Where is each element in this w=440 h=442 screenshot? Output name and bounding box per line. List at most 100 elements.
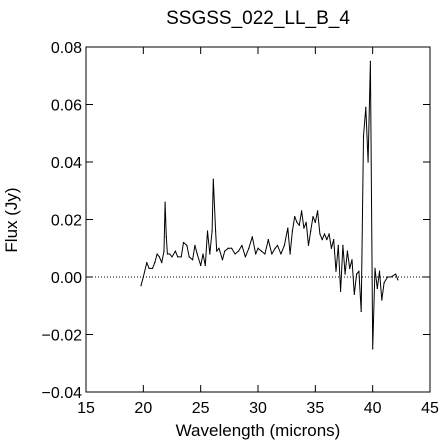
data-point (374, 267, 376, 269)
data-point (289, 253, 291, 255)
data-point (312, 216, 314, 218)
data-point (200, 264, 202, 267)
data-point (300, 210, 303, 212)
data-point (267, 239, 269, 241)
data-point (211, 230, 213, 232)
data-point (342, 244, 344, 246)
y-tick-label: 0.06 (51, 98, 82, 115)
plot-frame (85, 46, 431, 393)
data-point (351, 259, 353, 261)
data-point (360, 310, 362, 313)
data-point (344, 273, 346, 275)
data-point (335, 270, 337, 272)
y-tick-label: −0.02 (42, 328, 83, 345)
data-point (328, 233, 330, 235)
data-point (276, 244, 279, 246)
x-axis-title: Wavelength (microns) (176, 421, 341, 440)
data-point (166, 253, 169, 255)
data-point (323, 233, 326, 235)
x-tick-label: 45 (421, 400, 439, 417)
data-point (365, 106, 367, 108)
data-point (378, 270, 381, 272)
data-point (260, 250, 263, 252)
data-point (237, 250, 240, 252)
data-point (206, 230, 209, 232)
data-point (358, 270, 360, 272)
data-point (188, 256, 190, 258)
data-point (218, 247, 220, 249)
data-point (317, 210, 319, 212)
data-point (142, 276, 144, 278)
x-tick-label: 15 (77, 400, 95, 417)
data-point (339, 290, 342, 292)
data-point (314, 221, 316, 223)
y-axis-title: Flux (Jy) (2, 187, 21, 252)
data-point (186, 244, 188, 246)
y-tick-label: −0.04 (42, 385, 83, 402)
data-point (257, 247, 259, 249)
data-point (274, 247, 276, 249)
data-point (271, 253, 273, 255)
data-point (291, 230, 293, 232)
data-point (146, 262, 148, 264)
data-point (171, 256, 173, 258)
data-point (154, 262, 156, 264)
data-point (264, 253, 266, 255)
data-point (212, 178, 214, 180)
data-point (216, 250, 218, 252)
data-point (194, 244, 196, 246)
data-point (214, 230, 217, 232)
data-point (296, 221, 298, 223)
data-point (192, 259, 194, 261)
data-point (174, 250, 177, 252)
data-point (369, 60, 371, 62)
data-point (326, 239, 328, 241)
y-tick-label: 0.00 (51, 270, 82, 287)
data-point (298, 224, 300, 226)
data-point (330, 247, 332, 249)
data-point (305, 221, 307, 223)
chart-title: SSGSS_022_LL_B_4 (166, 8, 350, 29)
data-point (224, 250, 226, 252)
data-point (251, 236, 253, 238)
data-point (367, 161, 369, 163)
data-point (180, 256, 182, 258)
data-point (177, 256, 179, 258)
x-tick-label: 35 (306, 400, 324, 417)
data-point (395, 273, 397, 275)
data-point (353, 293, 355, 295)
data-point (231, 247, 233, 249)
data-point (362, 135, 365, 137)
data-point (280, 253, 282, 255)
data-point (333, 239, 335, 241)
data-point (158, 256, 160, 258)
data-point (202, 253, 204, 255)
data-point (321, 239, 323, 241)
data-point (169, 253, 171, 255)
data-point (255, 253, 257, 255)
data-point (390, 276, 392, 278)
y-axis: −0.04 −0.02 0.00 0.02 0.04 0.06 0.08 (42, 40, 430, 402)
data-point (204, 264, 206, 267)
y-tick-label: 0.02 (51, 213, 82, 230)
data-point (164, 201, 166, 203)
data-point (376, 287, 378, 290)
data-point (209, 253, 211, 255)
x-tick-label: 40 (364, 400, 382, 417)
data-point (346, 250, 349, 252)
spectrum-points (140, 60, 399, 350)
data-point (165, 236, 167, 238)
data-point (241, 244, 243, 246)
data-point (156, 253, 158, 255)
x-tick-label: 30 (249, 400, 267, 417)
data-point (182, 241, 185, 244)
data-point (356, 273, 358, 275)
flux-spectrum-line (140, 60, 399, 350)
data-point (196, 253, 198, 255)
data-point (383, 282, 385, 284)
data-point (151, 267, 154, 269)
data-point (349, 267, 351, 269)
data-point (310, 230, 312, 232)
data-point (372, 348, 374, 350)
